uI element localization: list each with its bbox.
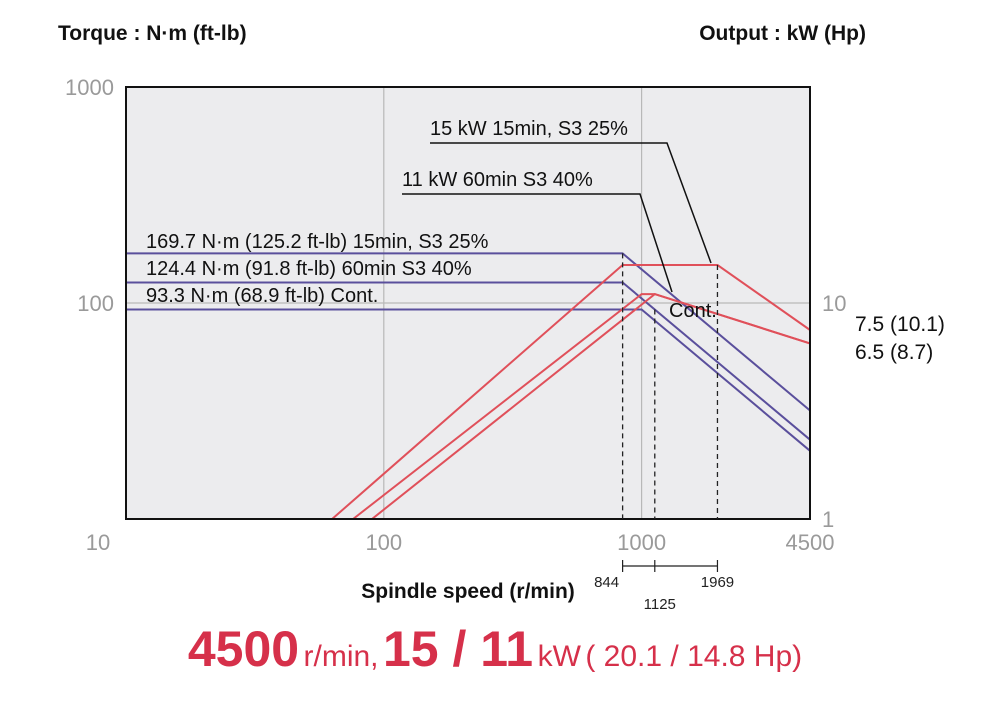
y2-tick-label-1: 1 [822, 507, 834, 532]
x-tick-label-1000: 1000 [617, 530, 666, 555]
x-axis-title: Spindle speed (r/min) [361, 580, 575, 603]
y-tick-label-1000: 1000 [65, 75, 114, 100]
grid [126, 87, 810, 519]
right-value-6-5: 6.5 (8.7) [855, 341, 933, 364]
plot-frame [125, 86, 811, 520]
y2-axis-title: Output : kW (Hp) [699, 22, 866, 45]
annotation-label-2: 169.7 N·m (125.2 ft-lb) 15min, S3 25% [146, 231, 489, 253]
torque-output-chart: 844 1125 1969 Torque : N·m (ft-lb) Output … [58, 22, 945, 613]
corner-label-1969: 1969 [701, 574, 734, 591]
x-tick-label-4500: 4500 [786, 530, 835, 555]
series-line-output-3 [331, 264, 811, 520]
headline-speed-unit: r/min, [303, 640, 379, 673]
annotation-label-5: Cont. [669, 300, 717, 322]
headline: 4500 r/min, 15 / 11 kW ( 20.1 / 14.8 Hp) [0, 620, 990, 678]
annotation-label-3: 124.4 N·m (91.8 ft-lb) 60min S3 40% [146, 258, 472, 280]
corner-label-1125: 1125 [644, 596, 676, 613]
annotation-label-4: 93.3 N·m (68.9 ft-lb) Cont. [146, 285, 378, 307]
annotation-label-0: 15 kW 15min, S3 25% [430, 118, 628, 140]
annotation-leaders [402, 142, 712, 293]
leader-11kw [402, 193, 673, 293]
corner-label-844: 844 [594, 574, 619, 591]
y-tick-label-100: 100 [77, 291, 114, 316]
leader-15kw [430, 142, 712, 264]
series-line-torque-2 [126, 308, 811, 452]
x-tick-label-10: 10 [86, 530, 110, 555]
headline-hp: ( 20.1 / 14.8 Hp) [585, 640, 803, 673]
y2-tick-label-10: 10 [822, 291, 846, 316]
annotations: 15 kW 15min, S3 25% 11 kW 60min S3 40% 169… [146, 118, 717, 322]
series-line-output-5 [371, 292, 811, 520]
x-tick-label-100: 100 [365, 530, 402, 555]
headline-speed: 4500 [187, 621, 300, 677]
headline-power: 15 / 11 [382, 621, 534, 677]
corner-speed-markers: 844 1125 1969 [594, 253, 734, 613]
y-axis-title: Torque : N·m (ft-lb) [58, 22, 247, 45]
headline-power-unit: kW [537, 640, 581, 673]
annotation-label-1: 11 kW 60min S3 40% [402, 169, 593, 191]
axis-ticks: 10 100 1000 4500 1000 100 10 1 [65, 75, 846, 555]
right-value-7-5: 7.5 (10.1) [855, 313, 945, 336]
